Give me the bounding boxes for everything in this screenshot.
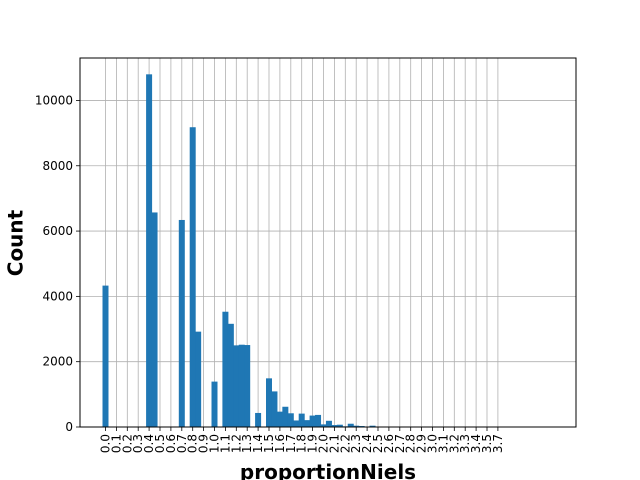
y-tick-label: 2000 [42,355,73,369]
x-tick-label: 2.2 [338,434,352,453]
x-tick-label: 0.0 [99,434,113,453]
y-tick-label: 6000 [42,224,73,238]
x-axis-title: proportionNiels [240,460,416,480]
x-tick-label: 0.6 [164,434,178,453]
bar [287,413,294,427]
x-tick-label: 3.2 [447,434,461,453]
bar [227,323,234,427]
x-tick-label: 1.8 [295,434,309,453]
bar [271,391,278,427]
y-tick-label: 0 [65,420,73,434]
x-tick-label: 1.4 [251,434,265,453]
x-tick-label: 2.8 [404,434,418,453]
x-tick-label: 0.3 [131,434,145,453]
bar [353,425,360,427]
bar [276,411,283,427]
x-tick-label: 2.4 [360,434,374,453]
x-tick-label: 3.3 [458,434,472,453]
bar [222,311,229,427]
x-tick-label: 1.9 [306,434,320,453]
bar [102,285,109,427]
bar [309,415,316,427]
x-tick-label: 2.0 [317,434,331,453]
plot-frame [79,57,577,428]
y-axis-title: Count [4,209,28,276]
bar [331,425,338,427]
x-tick-label: 0.7 [175,434,189,453]
x-tick-label: 2.6 [382,434,396,453]
x-tick-label: 2.7 [393,434,407,453]
x-tick-label: 0.4 [142,434,156,453]
bar [325,420,332,427]
bar [347,423,354,427]
x-tick-label: 1.3 [240,434,254,453]
bar [238,344,245,427]
x-tick-label: 3.5 [480,434,494,453]
x-tick-label: 0.1 [109,434,123,453]
bar [293,420,300,427]
x-tick-label: 1.5 [262,434,276,453]
bar [315,414,322,427]
x-tick-label: 2.1 [327,434,341,453]
x-tick-label: 0.2 [120,434,134,453]
bar [146,74,153,428]
x-tick-label: 1.7 [284,434,298,453]
bar [298,413,305,427]
bar [151,212,158,427]
x-tick-label: 3.1 [436,434,450,453]
bar [369,425,376,427]
bar [178,219,185,427]
x-tick-label: 2.3 [349,434,363,453]
x-tick-label: 1.6 [273,434,287,453]
bar [282,406,289,427]
x-tick-label: 0.9 [197,434,211,453]
x-tick-label: 0.5 [153,434,167,453]
bar [195,331,202,427]
x-tick-label: 1.2 [229,434,243,453]
y-axis-ticks: 0 2000 4000 6000 8000 10000 [35,93,80,434]
bar [211,381,218,427]
y-tick-label: 10000 [35,93,73,107]
x-tick-label: 2.5 [371,434,385,453]
bar [266,378,272,427]
x-tick-label: 1.1 [218,434,232,453]
x-tick-label: 2.9 [415,434,429,453]
bar [320,424,327,427]
bar [304,420,311,427]
bar [189,127,196,427]
x-tick-label: 0.8 [186,434,200,453]
bar [244,345,251,427]
x-tick-label: 1.0 [208,434,222,453]
x-tick-label: 3.7 [491,434,505,453]
x-tick-label: 3.4 [469,434,483,453]
y-tick-label: 8000 [42,159,73,173]
bars [102,74,392,428]
bar [336,424,343,427]
bar [255,412,262,427]
bar [233,345,240,427]
x-tick-label: 3.0 [426,434,440,453]
x-axis-ticks: 0.00.10.20.30.40.50.60.70.80.91.01.11.21… [99,427,505,453]
y-tick-label: 4000 [42,289,73,303]
plot-area-background [80,58,576,427]
